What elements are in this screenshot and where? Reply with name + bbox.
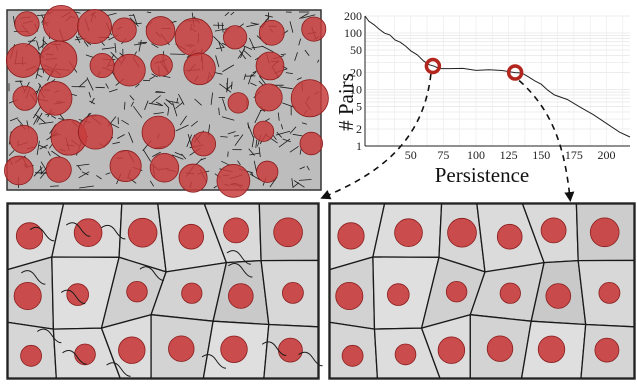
top-left-panel [4,5,328,197]
x-tick-label: 125 [500,148,518,162]
bottom-right-panel [329,203,635,379]
y-tick-label: 50 [350,43,362,57]
nucleus [448,218,477,247]
nucleus [500,283,520,303]
nucleus [387,284,409,306]
nucleus [395,219,423,247]
nucleus [146,17,175,46]
nucleus [175,18,212,55]
nucleus [256,52,284,80]
nucleus [191,132,215,156]
nucleus [75,344,96,365]
nucleus [21,345,42,366]
nucleus [67,284,89,306]
nucleus [43,5,79,41]
nucleus [221,336,248,363]
nucleus [14,282,41,309]
nucleus [179,224,204,249]
nucleus [223,26,246,49]
nucleus [541,218,566,243]
nucleus [40,41,77,78]
nucleus [78,10,112,44]
nucleus [274,218,303,247]
nucleus [127,281,148,302]
nucleus [300,132,323,155]
nucleus [336,282,363,309]
nucleus [90,53,114,77]
nucleus [302,17,326,41]
y-tick-label: 200 [344,9,362,23]
x-ticks: 50 75 100 125 150 175 200 [405,148,616,162]
bottom-right-cells [330,204,634,378]
y-tick-label: 1 [356,139,362,153]
nucleus [110,150,141,181]
nucleus [497,224,522,249]
nucleus [142,116,175,149]
nucleus [595,338,619,362]
nucleus [538,336,565,363]
nucleus [395,344,416,365]
nucleus [13,86,37,110]
nucleus [38,81,72,115]
nucleus [546,284,571,309]
x-axis-label: Persistence [435,163,529,187]
nucleus [184,53,216,85]
x-tick-label: 50 [405,148,417,162]
nucleus [78,115,112,149]
nucleus [15,12,39,36]
chart-grid [365,16,630,146]
nucleus [253,121,273,141]
nucleus [182,283,202,303]
nucleus [10,125,38,153]
nucleus [291,80,328,117]
nucleus [4,156,33,185]
y-tick-label: 100 [344,26,362,40]
nucleus [46,157,71,182]
nucleus [169,336,195,362]
x-tick-label: 100 [467,148,485,162]
nucleus [114,54,146,86]
fragment-edge [268,12,269,20]
nucleus [255,84,282,111]
nucleus [228,93,248,113]
nucleus [259,20,284,45]
nucleus [128,218,157,247]
x-tick-label: 75 [437,148,449,162]
nucleus [446,281,467,302]
nucleus [150,153,179,182]
nucleus [257,161,278,182]
nucleus [16,223,42,249]
nucleus [228,284,253,309]
x-tick-label: 150 [532,148,550,162]
x-tick-label: 200 [598,148,616,162]
nucleus [342,345,363,366]
x-tick-label: 175 [565,148,583,162]
nucleus [74,219,102,247]
nucleus [151,54,173,76]
nucleus [179,164,207,192]
nucleus [224,218,249,243]
nucleus [119,337,146,364]
nucleus [487,336,513,362]
nucleus [217,164,250,197]
bottom-left-panel [7,203,323,379]
fragment-edge [50,186,59,187]
nucleus [590,218,619,247]
nucleus [599,282,620,303]
fragment-edge [35,173,48,174]
nucleus [282,282,303,303]
nucleus [278,338,302,362]
bottom-left-cells [8,204,323,378]
fragment-edge [228,152,229,157]
nucleus [112,18,136,42]
nucleus [338,223,364,249]
y-axis-label: # Pairs [334,73,358,131]
nucleus [6,44,40,78]
nucleus [438,337,465,364]
